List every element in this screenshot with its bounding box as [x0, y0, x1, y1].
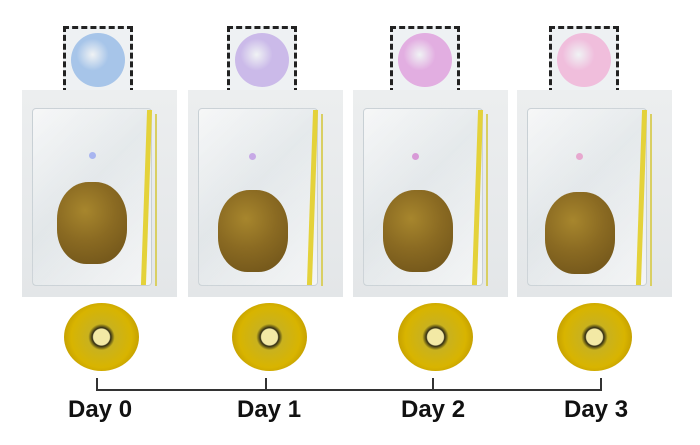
timeline-tick-day-1 — [265, 378, 267, 391]
indicator-zoom-day-1 — [227, 26, 297, 94]
column-day-3 — [517, 0, 682, 445]
zipper-edge — [155, 114, 157, 286]
indicator-zoom-day-2 — [390, 26, 460, 94]
indicator-disc-day-2 — [398, 33, 452, 87]
kiwi-whole — [545, 192, 615, 274]
day-label-0: Day 0 — [68, 396, 133, 423]
day-label-3: Day 3 — [564, 396, 629, 423]
timeline-tick-day-2 — [432, 378, 434, 391]
indicator-dot-day-2 — [412, 153, 419, 160]
timeline-axis — [96, 389, 602, 391]
indicator-zoom-day-0 — [63, 26, 133, 94]
column-day-1 — [187, 0, 352, 445]
kiwi-slice-day-2 — [398, 303, 473, 371]
kiwi-whole — [57, 182, 127, 264]
indicator-dot-day-0 — [89, 152, 96, 159]
bag-photo-day-3 — [517, 90, 672, 297]
kiwi-whole — [218, 190, 288, 272]
zipper-edge — [321, 114, 323, 286]
indicator-zoom-day-3 — [549, 26, 619, 94]
bag-photo-day-1 — [188, 90, 343, 297]
timeline-tick-day-3 — [600, 378, 602, 391]
day-label-1: Day 1 — [237, 396, 302, 423]
kiwi-slice-day-0 — [64, 303, 139, 371]
day-label-2: Day 2 — [401, 396, 466, 423]
indicator-dot-day-1 — [249, 153, 256, 160]
indicator-disc-day-1 — [235, 33, 289, 87]
kiwi-slice-day-3 — [557, 303, 632, 371]
bag-photo-day-0 — [22, 90, 177, 297]
column-day-2 — [353, 0, 518, 445]
timeline-tick-day-0 — [96, 378, 98, 391]
zipper-edge — [650, 114, 652, 286]
kiwi-whole — [383, 190, 453, 272]
indicator-disc-day-3 — [557, 33, 611, 87]
kiwi-slice-day-1 — [232, 303, 307, 371]
column-day-0 — [22, 0, 187, 445]
zipper-edge — [486, 114, 488, 286]
indicator-dot-day-3 — [576, 153, 583, 160]
indicator-disc-day-0 — [71, 33, 125, 87]
bag-photo-day-2 — [353, 90, 508, 297]
